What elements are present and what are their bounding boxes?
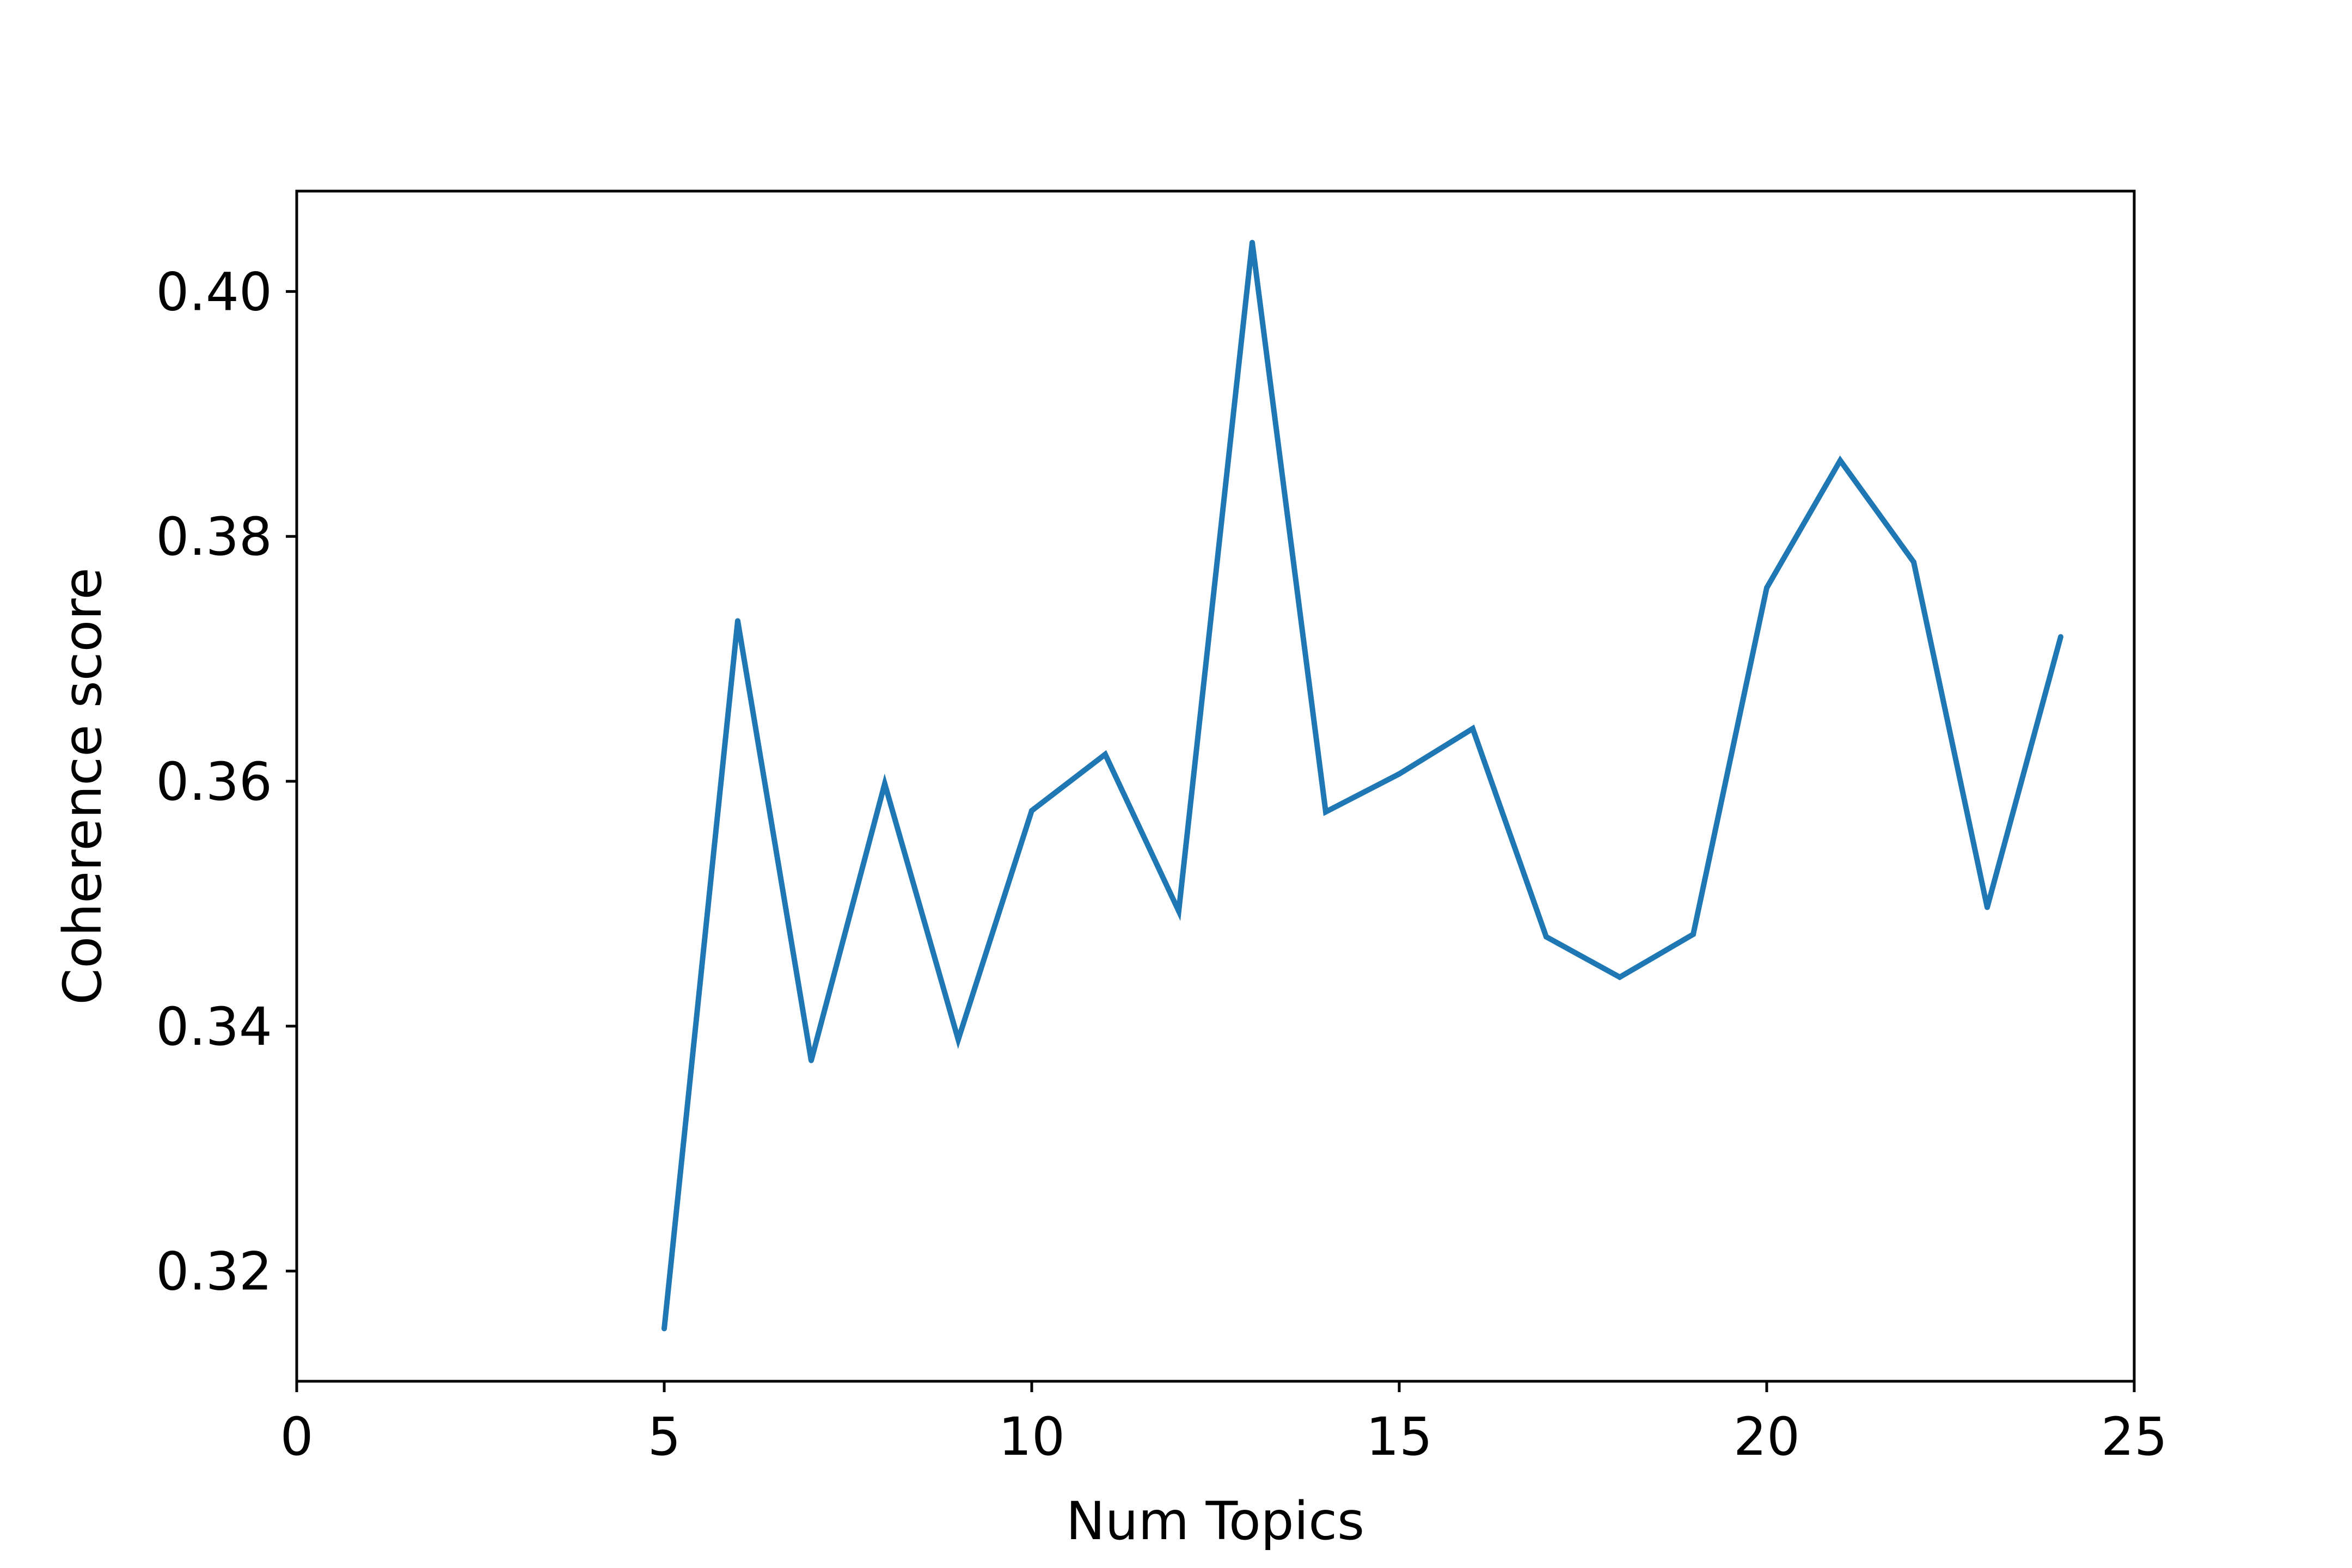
data-point	[1764, 585, 1769, 591]
x-tick-label: 15	[1366, 1406, 1432, 1467]
x-tick-label: 0	[280, 1406, 313, 1467]
y-axis-ticks: 0.32 0.34 0.36 0.38 0.40	[156, 261, 297, 1302]
plot-frame	[295, 189, 2136, 1383]
x-tick-label: 25	[2101, 1406, 2167, 1467]
y-tick-label: 0.40	[156, 261, 272, 322]
data-point	[1470, 726, 1475, 732]
data-point	[1617, 974, 1622, 980]
plot-background	[297, 191, 2134, 1381]
x-tick-label: 20	[1734, 1406, 1800, 1467]
x-tick-label: 5	[647, 1406, 681, 1467]
y-tick-label: 0.36	[156, 751, 272, 812]
y-tick-label: 0.34	[156, 996, 272, 1057]
data-point	[2058, 634, 2063, 640]
data-point	[1029, 807, 1034, 813]
data-point	[1396, 771, 1402, 777]
data-point	[1323, 809, 1328, 815]
data-point	[1176, 908, 1181, 914]
data-point	[1250, 240, 1255, 246]
data-point	[1102, 751, 1108, 757]
data-point	[1690, 932, 1696, 938]
y-tick-label: 0.38	[156, 506, 272, 567]
y-tick-label: 0.32	[156, 1241, 272, 1302]
x-axis-title: Num Topics	[1066, 1491, 1364, 1552]
data-point	[882, 781, 887, 787]
data-point	[1837, 457, 1843, 463]
data-point	[1543, 934, 1549, 940]
x-tick-label: 10	[999, 1406, 1065, 1467]
data-point	[1911, 559, 1916, 565]
series-layer	[661, 240, 2063, 1332]
data-point	[661, 1326, 667, 1332]
data-point	[1984, 904, 1990, 910]
data-point	[808, 1057, 814, 1063]
data-point	[735, 618, 740, 624]
y-axis-title: Coherence score	[52, 567, 113, 1004]
series-line	[661, 242, 2063, 1329]
x-axis-ticks: 0 5 10 15 20 25	[280, 1381, 2167, 1467]
data-point	[955, 1037, 961, 1043]
